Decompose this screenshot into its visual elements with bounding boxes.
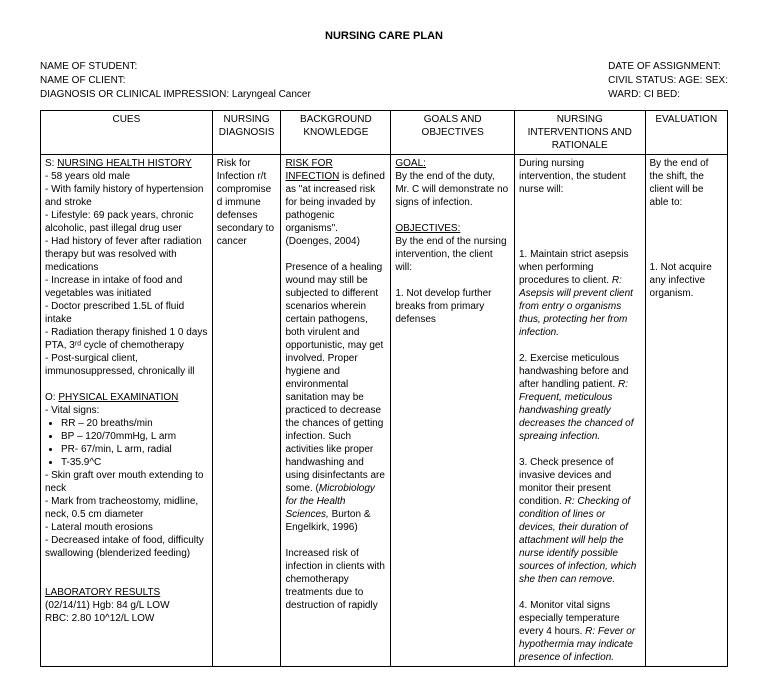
bg-heading: RISK FOR INFECTION bbox=[285, 158, 339, 182]
care-plan-table: CUES NURSING DIAGNOSIS BACKGROUND KNOWLE… bbox=[40, 110, 728, 667]
header-block: NAME OF STUDENT: NAME OF CLIENT: DIAGNOS… bbox=[40, 60, 728, 102]
s-line: - With family history of hypertension an… bbox=[45, 183, 208, 209]
lab-line: RBC: 2.80 10^12/L LOW bbox=[45, 612, 208, 625]
int-item: 2. Exercise meticulous handwashing befor… bbox=[519, 352, 641, 443]
s-line: - Lifestyle: 69 pack years, chronic alco… bbox=[45, 209, 208, 235]
o-prefix: O: bbox=[45, 392, 58, 403]
lab-line: (02/14/11) Hgb: 84 g/L LOW bbox=[45, 599, 208, 612]
header-left: NAME OF STUDENT: NAME OF CLIENT: DIAGNOS… bbox=[40, 60, 311, 102]
int-action: 2. Exercise meticulous handwashing befor… bbox=[519, 353, 629, 390]
bg-text: is defined as "at increased risk for bei… bbox=[285, 171, 384, 247]
th-diagnosis: NURSING DIAGNOSIS bbox=[212, 111, 281, 155]
o-line: - Skin graft over mouth extending to nec… bbox=[45, 469, 208, 495]
vital-item: T-35.9^C bbox=[61, 456, 208, 469]
o-line: - Mark from tracheostomy, midline, neck,… bbox=[45, 495, 208, 521]
cell-cues: S: NURSING HEALTH HISTORY - 58 years old… bbox=[41, 155, 213, 667]
o-heading: PHYSICAL EXAMINATION bbox=[58, 392, 178, 403]
o-line: - Decreased intake of food, difficulty s… bbox=[45, 534, 208, 560]
table-header-row: CUES NURSING DIAGNOSIS BACKGROUND KNOWLE… bbox=[41, 111, 728, 155]
name-of-student: NAME OF STUDENT: bbox=[40, 60, 311, 74]
int-item: 1. Maintain strict asepsis when performi… bbox=[519, 248, 641, 339]
s-line: - 58 years old male bbox=[45, 170, 208, 183]
diagnosis-line: DIAGNOSIS OR CLINICAL IMPRESSION: Laryng… bbox=[40, 88, 311, 102]
o-line: - Vital signs: bbox=[45, 404, 208, 417]
eval-text: By the end of the shift, the client will… bbox=[650, 157, 723, 209]
int-item: 4. Monitor vital signs especially temper… bbox=[519, 599, 641, 664]
o-line: - Lateral mouth erosions bbox=[45, 521, 208, 534]
vitals-list: RR – 20 breaths/min BP – 120/70mmHg, L a… bbox=[45, 417, 208, 469]
s-line: - Post-surgical client, immunosuppressed… bbox=[45, 352, 208, 378]
vital-item: PR- 67/min, L arm, radial bbox=[61, 443, 208, 456]
cell-interventions: During nursing intervention, the student… bbox=[515, 155, 646, 667]
obj-item: 1. Not develop further breaks from prima… bbox=[395, 287, 510, 326]
cell-evaluation: By the end of the shift, the client will… bbox=[645, 155, 727, 667]
obj-label: OBJECTIVES: bbox=[395, 223, 460, 234]
s-line: - Increase in intake of food and vegetab… bbox=[45, 274, 208, 300]
int-intro: During nursing intervention, the student… bbox=[519, 157, 641, 196]
s-prefix: S: bbox=[45, 158, 57, 169]
date-of-assignment: DATE OF ASSIGNMENT: bbox=[608, 60, 728, 74]
s-line: - Had history of fever after radiation t… bbox=[45, 235, 208, 274]
vital-item: BP – 120/70mmHg, L arm bbox=[61, 430, 208, 443]
goal-text: By the end of the duty, Mr. C will demon… bbox=[395, 170, 510, 209]
th-goals: GOALS AND OBJECTIVES bbox=[391, 111, 515, 155]
bg-text: Presence of a healing wound may still be… bbox=[285, 262, 385, 494]
cell-goals: GOAL: By the end of the duty, Mr. C will… bbox=[391, 155, 515, 667]
name-of-client: NAME OF CLIENT: bbox=[40, 74, 311, 88]
th-evaluation: EVALUATION bbox=[645, 111, 727, 155]
s-line: - Doctor prescribed 1.5L of fluid intake bbox=[45, 300, 208, 326]
page-title: NURSING CARE PLAN bbox=[40, 30, 728, 42]
eval-item: 1. Not acquire any infective organism. bbox=[650, 261, 723, 300]
civil-status: CIVIL STATUS: AGE: SEX: bbox=[608, 74, 728, 88]
header-right: DATE OF ASSIGNMENT: CIVIL STATUS: AGE: S… bbox=[608, 60, 728, 102]
cell-background: RISK FOR INFECTION is defined as "at inc… bbox=[281, 155, 391, 667]
bg-text: Increased risk of infection in clients w… bbox=[285, 548, 385, 611]
int-item: 3. Check presence of invasive devices an… bbox=[519, 456, 641, 586]
s-line: - Radiation therapy finished 1 0 days PT… bbox=[45, 326, 208, 352]
th-interventions: NURSING INTERVENTIONS AND RATIONALE bbox=[515, 111, 646, 155]
th-cues: CUES bbox=[41, 111, 213, 155]
th-background: BACKGROUND KNOWLEDGE bbox=[281, 111, 391, 155]
vital-item: RR – 20 breaths/min bbox=[61, 417, 208, 430]
int-rationale: R: Checking of condition of lines or dev… bbox=[519, 496, 636, 585]
obj-text: By the end of the nursing intervention, … bbox=[395, 235, 510, 274]
cell-diagnosis: Risk for Infection r/t compromised immun… bbox=[212, 155, 281, 667]
s-heading: NURSING HEALTH HISTORY bbox=[57, 158, 191, 169]
ward-bed: WARD: CI BED: bbox=[608, 88, 728, 102]
table-row: S: NURSING HEALTH HISTORY - 58 years old… bbox=[41, 155, 728, 667]
goal-label: GOAL: bbox=[395, 158, 426, 169]
